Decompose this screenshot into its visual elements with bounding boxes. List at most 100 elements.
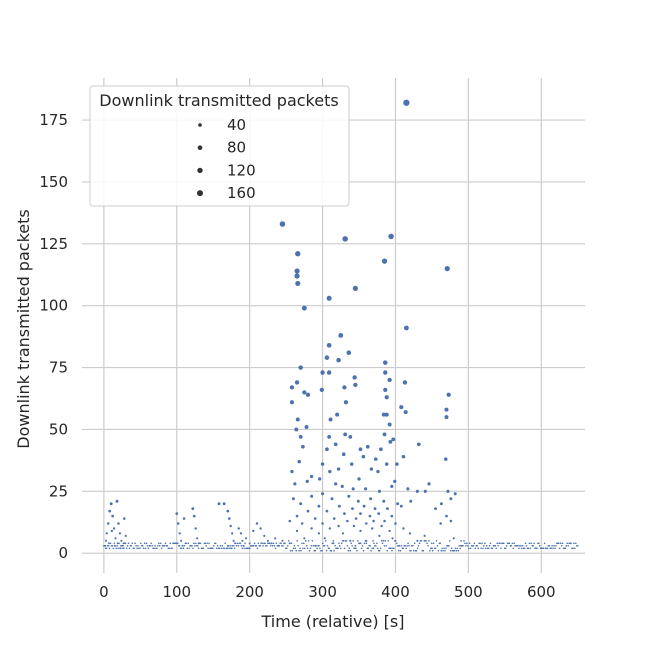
data-point (485, 544, 488, 547)
legend-title: Downlink transmitted packets (99, 91, 338, 110)
legend-marker (197, 145, 203, 150)
data-point (333, 442, 338, 447)
data-point (175, 512, 179, 515)
data-point (237, 544, 240, 547)
data-point (130, 544, 133, 547)
data-point (523, 547, 526, 550)
data-point (393, 479, 397, 484)
data-point (255, 544, 258, 547)
data-point (524, 542, 527, 545)
data-point (146, 544, 149, 547)
data-point (402, 547, 405, 550)
data-point (305, 392, 311, 397)
data-point (479, 542, 481, 545)
data-point (294, 547, 297, 550)
data-point (560, 544, 563, 547)
data-point (115, 499, 119, 503)
data-point (412, 544, 414, 547)
data-point (220, 547, 223, 550)
x-tick-label: 200 (235, 583, 264, 601)
data-point (355, 547, 357, 550)
data-point (297, 544, 299, 547)
data-point (358, 447, 363, 452)
data-point (135, 544, 137, 547)
data-point (391, 437, 396, 442)
data-point (320, 462, 325, 466)
data-point (145, 542, 148, 545)
data-point (334, 482, 338, 486)
data-point (171, 547, 173, 550)
data-point (444, 407, 449, 412)
data-point (332, 540, 335, 542)
data-point (317, 504, 321, 508)
data-point (405, 547, 407, 550)
data-point (122, 517, 126, 520)
legend-entry-label: 120 (227, 161, 256, 179)
data-point (261, 542, 263, 545)
data-point (178, 532, 181, 535)
data-point (410, 549, 412, 552)
data-point (379, 447, 383, 452)
data-point (164, 542, 167, 545)
data-point (288, 519, 292, 523)
data-point (353, 382, 358, 388)
data-point (125, 547, 128, 550)
data-point (142, 547, 145, 550)
x-tick-label: 0 (99, 583, 109, 601)
data-point (168, 547, 171, 550)
data-point (536, 547, 538, 550)
data-point (343, 547, 346, 550)
data-point (465, 544, 467, 547)
data-point (529, 547, 532, 550)
data-point (520, 544, 522, 547)
data-point (299, 502, 303, 506)
data-point (453, 549, 456, 552)
data-point (337, 524, 340, 528)
data-point (408, 544, 410, 547)
data-point (231, 532, 234, 535)
data-point (205, 544, 208, 547)
data-point (310, 527, 313, 530)
data-point (387, 377, 392, 383)
data-point (386, 507, 389, 511)
y-tick-label: 150 (39, 173, 68, 191)
data-point (181, 544, 184, 547)
data-point (289, 385, 295, 390)
data-point (325, 509, 329, 513)
data-point (295, 529, 299, 533)
data-point (218, 547, 221, 550)
data-point (243, 547, 245, 550)
data-point (449, 519, 453, 523)
data-point (141, 544, 144, 547)
data-point (293, 544, 296, 547)
data-point (376, 469, 380, 474)
data-point (372, 519, 375, 523)
data-point (575, 542, 577, 545)
data-point (454, 547, 457, 550)
data-point (291, 497, 295, 501)
data-point (553, 544, 555, 547)
data-point (259, 544, 262, 547)
data-point (473, 542, 476, 545)
data-point (339, 547, 342, 550)
data-point (234, 542, 237, 545)
data-point (442, 549, 444, 552)
data-point (338, 542, 340, 545)
data-point (343, 400, 348, 405)
data-point (477, 547, 480, 550)
data-point (356, 549, 358, 552)
data-point (149, 544, 152, 547)
data-point (306, 547, 309, 550)
data-point (286, 544, 289, 547)
data-point (239, 532, 243, 535)
data-point (361, 544, 364, 547)
data-point (283, 542, 286, 545)
data-point (538, 542, 540, 545)
data-point (416, 442, 421, 447)
data-point (351, 507, 354, 511)
data-point (453, 492, 457, 496)
data-point (273, 544, 276, 547)
data-point (372, 540, 374, 542)
data-point (104, 544, 107, 547)
data-point (272, 542, 275, 545)
